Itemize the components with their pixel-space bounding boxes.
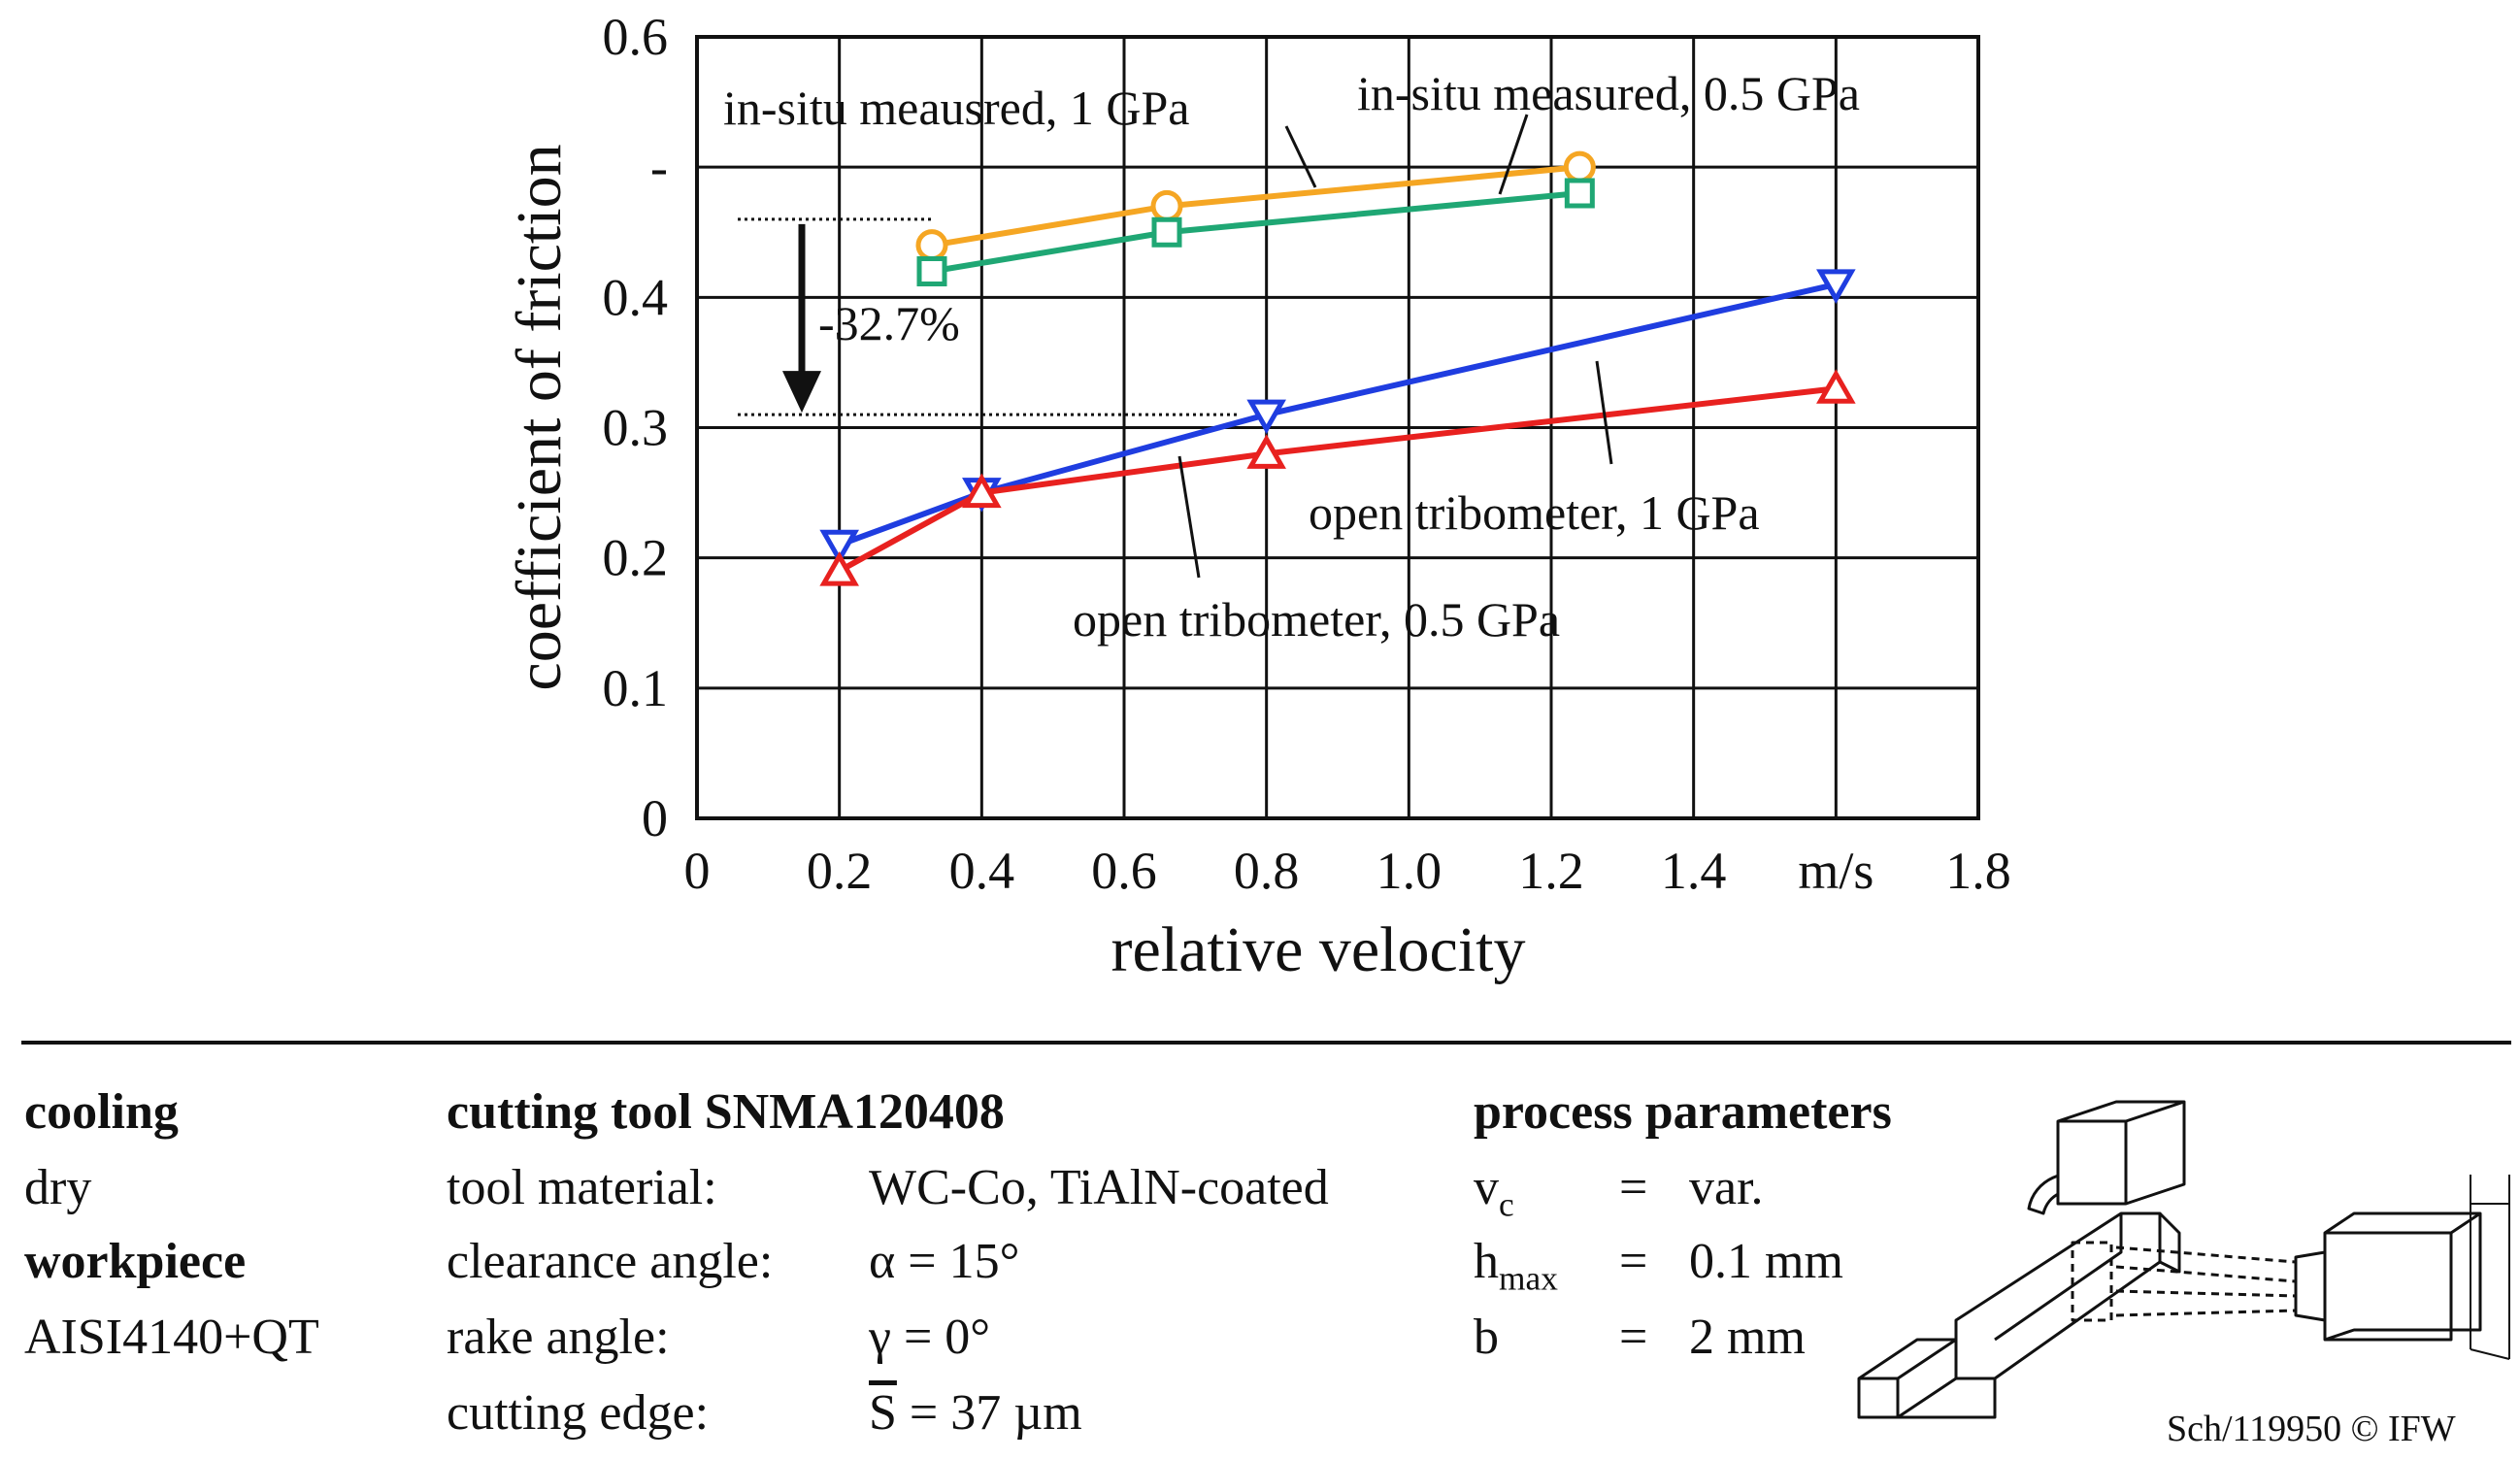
clearance-angle-value: α = 15° [869, 1234, 1020, 1289]
cooling-heading: cooling [24, 1084, 179, 1140]
tribometer-setup-illustration [1857, 1100, 2510, 1419]
axis-ticks: 0 0.2 0.4 0.6 0.8 1.0 1.2 1.4 m/s 1.8 0 0.1 0.2 0.3 0.… [603, 8, 2011, 900]
friction-chart: 0 0.2 0.4 0.6 0.8 1.0 1.2 1.4 m/s 1.8 0 0.1 0.2 0.3 0.… [504, 8, 2011, 985]
cooling-value: dry [24, 1160, 92, 1215]
series-leader-line [1498, 114, 1529, 195]
reduction-arrow-head [782, 371, 821, 414]
workpiece-block [1857, 1211, 2162, 1419]
tool-material-label: tool material: [447, 1160, 717, 1215]
series-label: in-situ measured, 0.5 GPa [1357, 66, 1860, 120]
y-tick-label: 0.4 [603, 268, 669, 326]
param-b-eq: = [1619, 1310, 1648, 1365]
x-tick-label: 1.2 [1518, 842, 1584, 900]
y-tick-label: 0.2 [603, 529, 669, 587]
param-hmax-value: 0.1 mm [1689, 1234, 1843, 1289]
param-hmax-eq: = [1619, 1234, 1648, 1289]
data-point [962, 473, 1002, 509]
data-point [915, 229, 948, 262]
y-tick-label: 0.1 [603, 659, 669, 717]
series-labels: in-situ meausred, 1 GPa in-situ measured,… [723, 66, 1860, 647]
figure-credit: Sch/119950 © IFW [2167, 1409, 2456, 1449]
x-tick-label: m/s [1798, 842, 1873, 900]
x-tick-label: 0.4 [949, 842, 1015, 900]
y-tick-label: 0.6 [603, 8, 669, 66]
param-vc-symbol: vc [1474, 1160, 1514, 1224]
series-label: open tribometer, 1 GPa [1309, 485, 1760, 540]
x-tick-label: 0.8 [1234, 842, 1300, 900]
data-point [819, 551, 859, 586]
edge-rounding-value: = 37 µm [896, 1385, 1082, 1441]
x-tick-label: 1.0 [1376, 842, 1442, 900]
process-heading: process parameters [1474, 1084, 1892, 1140]
y-tick-label: - [650, 138, 668, 196]
workpiece-value: AISI4140+QT [24, 1310, 319, 1365]
series-leader-line [1595, 360, 1613, 465]
param-b-symbol: b [1474, 1310, 1499, 1365]
clearance-angle-label: clearance angle: [447, 1234, 774, 1289]
reduction-annotation: -32.7% [738, 217, 1238, 416]
param-hmax-symbol: hmax [1474, 1234, 1558, 1298]
series-line-2 [838, 281, 1838, 548]
data-point [819, 529, 859, 565]
data-point [1816, 269, 1856, 304]
series-line-1 [931, 190, 1580, 275]
series-leader-line [1177, 455, 1201, 579]
camera [2294, 1250, 2327, 1322]
data-point [916, 256, 947, 286]
data-point [1150, 189, 1183, 222]
series-label: open tribometer, 0.5 GPa [1073, 592, 1560, 647]
data-point [1816, 369, 1856, 404]
param-vc-eq: = [1619, 1160, 1648, 1215]
section-divider [21, 1041, 2511, 1045]
x-tick-label: 1.4 [1661, 842, 1727, 900]
tool-holder [2056, 1100, 2186, 1206]
data-series [819, 150, 1856, 586]
x-tick-label: 0.6 [1091, 842, 1157, 900]
y-tick-label: 0.3 [603, 399, 669, 457]
param-b-value: 2 mm [1689, 1310, 1806, 1365]
cutting-edge-label: cutting edge: [447, 1385, 710, 1441]
edge-rounding-symbol: S [869, 1385, 897, 1441]
data-point [1246, 399, 1286, 435]
workpiece-heading: workpiece [24, 1234, 247, 1289]
rake-angle-label: rake angle: [447, 1310, 670, 1365]
series-label: in-situ meausred, 1 GPa [723, 81, 1189, 135]
data-point [1564, 178, 1595, 209]
series-line-3 [838, 385, 1837, 574]
tool-heading: cutting tool SNMA120408 [447, 1084, 1005, 1140]
param-vc-value: var. [1689, 1160, 1764, 1215]
data-point [1151, 216, 1182, 248]
data-point [1246, 434, 1286, 469]
x-tick-label: 0.2 [807, 842, 873, 900]
chart-grid [695, 35, 1980, 820]
x-tick-label: 1.8 [1945, 842, 2011, 900]
rake-angle-value: γ = 0° [869, 1310, 991, 1365]
series-leader-line [1284, 125, 1317, 188]
y-axis-title: coefficient of friction [504, 144, 575, 690]
cutting-edge-value: S = 37 µm [869, 1388, 1082, 1439]
series-line-0 [931, 164, 1580, 249]
x-axis-title: relative velocity [1111, 914, 1526, 985]
y-tick-label: 0 [642, 789, 668, 847]
x-tick-label: 0 [684, 842, 711, 900]
data-point [1563, 150, 1596, 183]
tool-material-value: WC-Co, TiAlN-coated [869, 1160, 1329, 1215]
reduction-label: -32.7% [818, 296, 960, 350]
